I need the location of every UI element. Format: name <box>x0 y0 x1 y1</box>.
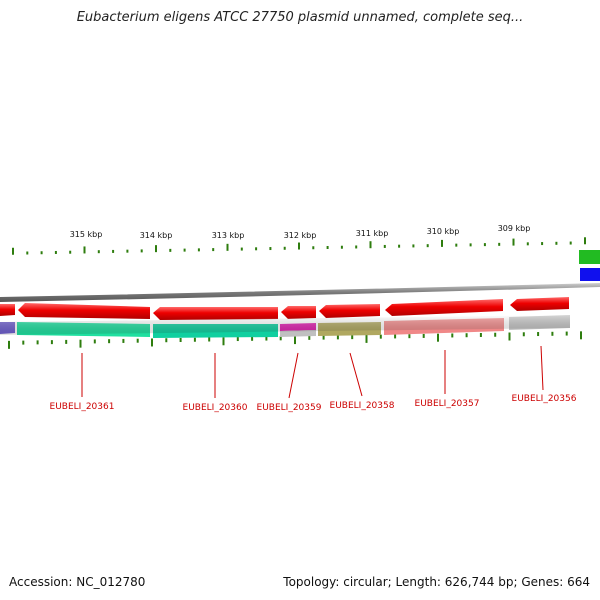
cds-arrow-left-edge[interactable] <box>0 304 15 316</box>
cds-arrow-EUBELI_20357[interactable] <box>385 299 503 316</box>
edge-feature-green[interactable] <box>579 250 600 264</box>
ruler-label-312kbp: 312 kbp <box>284 231 317 240</box>
protein-track-shade <box>0 315 570 335</box>
ruler-label-315kbp: 315 kbp <box>70 230 103 239</box>
ruler-label-310kbp: 310 kbp <box>427 227 460 236</box>
map-title: Eubacterium eligens ATCC 27750 plasmid u… <box>76 10 524 25</box>
cds-arrow-EUBELI_20359[interactable] <box>281 306 316 319</box>
cds-arrow-EUBELI_20356[interactable] <box>510 297 569 311</box>
leader-lines <box>81 345 544 399</box>
leader-EUBELI_20358 <box>349 352 363 397</box>
gene-label-EUBELI_20356[interactable]: EUBELI_20356 <box>512 394 577 404</box>
gene-label-EUBELI_20358[interactable]: EUBELI_20358 <box>330 401 395 411</box>
ruler-ticks <box>8 237 586 349</box>
gene-label-EUBELI_20357[interactable]: EUBELI_20357 <box>415 399 480 409</box>
edge-feature-blue[interactable] <box>580 268 600 281</box>
protein-box-EUBELI_20359-b[interactable] <box>280 330 316 337</box>
genome-backbone <box>0 283 600 302</box>
ruler-labels: 315 kbp 314 kbp 313 kbp 312 kbp 311 kbp … <box>70 224 531 240</box>
cds-track <box>0 297 569 320</box>
ruler-label-311kbp: 311 kbp <box>356 229 389 238</box>
ruler-label-309kbp: 309 kbp <box>498 224 531 233</box>
ruler-label-313kbp: 313 kbp <box>212 231 245 240</box>
cds-arrow-EUBELI_20361[interactable] <box>18 303 150 319</box>
protein-track <box>0 315 570 338</box>
accession-text: Accession: NC_012780 <box>9 575 146 589</box>
gene-labels: EUBELI_20361 EUBELI_20360 EUBELI_20359 E… <box>50 394 577 413</box>
gene-label-EUBELI_20359[interactable]: EUBELI_20359 <box>257 403 322 413</box>
leader-EUBELI_20356 <box>540 345 544 391</box>
cds-arrow-EUBELI_20358[interactable] <box>319 304 380 318</box>
cds-arrow-EUBELI_20360[interactable] <box>153 307 278 320</box>
ruler-label-314kbp: 314 kbp <box>140 231 173 240</box>
gene-label-EUBELI_20361[interactable]: EUBELI_20361 <box>50 402 115 412</box>
topology-summary-text: Topology: circular; Length: 626,744 bp; … <box>283 575 590 589</box>
gene-label-EUBELI_20360[interactable]: EUBELI_20360 <box>183 403 248 413</box>
leader-EUBELI_20359 <box>288 352 299 399</box>
